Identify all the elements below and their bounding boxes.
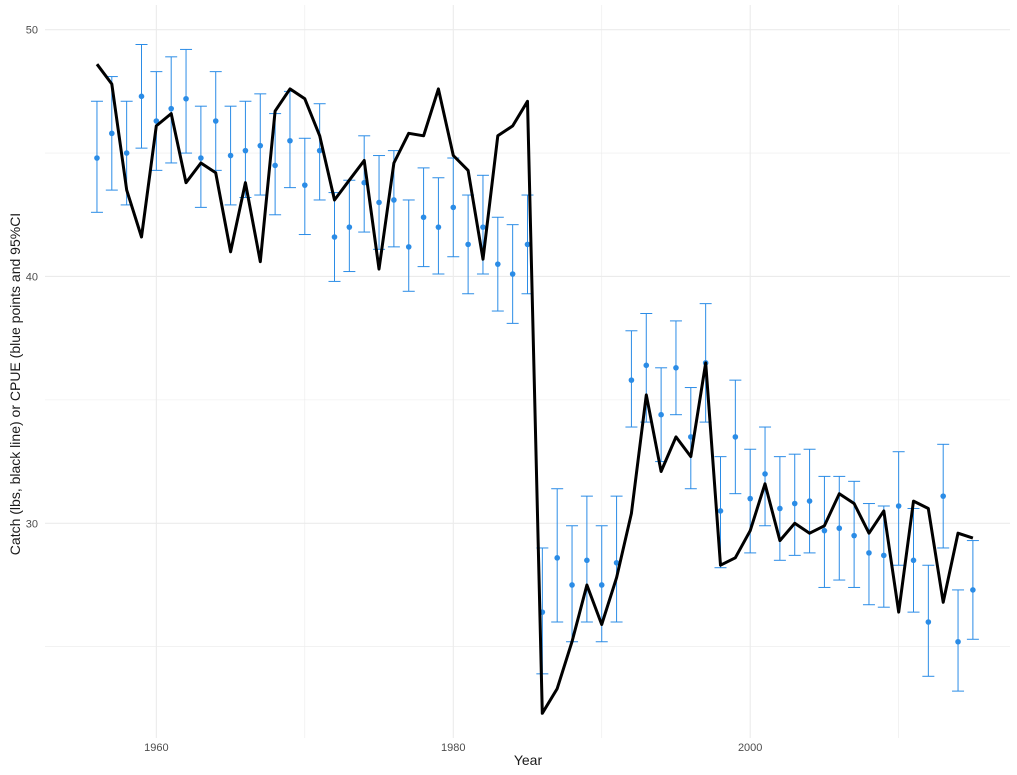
cpue-point bbox=[109, 130, 115, 137]
cpue-points bbox=[94, 93, 976, 645]
cpue-point bbox=[495, 261, 501, 267]
cpue-point bbox=[628, 377, 635, 383]
cpue-point bbox=[509, 271, 516, 277]
cpue-point bbox=[643, 362, 650, 369]
major-grid bbox=[45, 5, 1010, 738]
cpue-point bbox=[435, 224, 442, 230]
cpue-point bbox=[227, 152, 234, 159]
cpue-point bbox=[465, 241, 471, 248]
cpue-point bbox=[480, 224, 486, 230]
cpue-point bbox=[212, 118, 219, 124]
cpue-point bbox=[316, 147, 323, 154]
cpue-point bbox=[302, 182, 308, 188]
cpue-point bbox=[198, 155, 204, 161]
cpue-point bbox=[910, 557, 917, 564]
cpue-point bbox=[732, 434, 739, 440]
x-tick-label: 1960 bbox=[144, 742, 168, 754]
cpue-point bbox=[895, 503, 902, 509]
cpue-point bbox=[346, 224, 353, 230]
cpue-point bbox=[777, 505, 783, 512]
cpue-point bbox=[94, 155, 100, 161]
cpue-point bbox=[168, 105, 174, 112]
cpue-point bbox=[450, 204, 457, 211]
y-axis-title: Catch (lbs, black line) or CPUE (blue po… bbox=[7, 213, 23, 555]
y-tick-label: 40 bbox=[26, 271, 38, 283]
cpue-point bbox=[955, 638, 961, 645]
cpue-point bbox=[836, 525, 843, 532]
y-tick-label: 50 bbox=[26, 25, 38, 37]
cpue-point bbox=[183, 95, 189, 102]
catch-line bbox=[95, 63, 974, 715]
cpue-point bbox=[866, 550, 872, 556]
cpue-point bbox=[598, 582, 605, 588]
cpue-point bbox=[272, 162, 278, 169]
cpue-point bbox=[405, 244, 412, 250]
cpue-point bbox=[138, 93, 145, 100]
cpue-point bbox=[153, 118, 160, 124]
cpue-point bbox=[584, 557, 590, 564]
cpue-point bbox=[717, 508, 724, 514]
cpue-point bbox=[331, 234, 338, 240]
x-axis-title: Year bbox=[514, 752, 543, 768]
cpue-point bbox=[806, 498, 813, 504]
cpue-point bbox=[524, 241, 531, 248]
cpue-point bbox=[762, 471, 768, 477]
x-axis-ticks: 1960 1980 2000 bbox=[144, 742, 762, 754]
cpue-point bbox=[821, 527, 828, 534]
cpue-point bbox=[569, 582, 575, 588]
cpue-point bbox=[613, 559, 620, 566]
cpue-point bbox=[940, 493, 946, 499]
cpue-point bbox=[747, 495, 753, 502]
cpue-point bbox=[925, 619, 932, 625]
cpue-point bbox=[554, 555, 560, 561]
cpue-point bbox=[242, 147, 249, 154]
x-tick-label: 1980 bbox=[441, 742, 465, 754]
cpue-point bbox=[851, 532, 857, 539]
cpue-point bbox=[970, 587, 976, 593]
cpue-point bbox=[420, 214, 427, 221]
y-tick-label: 30 bbox=[26, 518, 38, 530]
cpue-point bbox=[881, 552, 887, 559]
cpue-point bbox=[791, 500, 798, 507]
cpue-point bbox=[287, 137, 293, 144]
y-axis-ticks: 30 40 50 bbox=[26, 25, 38, 531]
cpue-point bbox=[658, 411, 664, 418]
x-tick-label: 2000 bbox=[738, 742, 762, 754]
cpue-point bbox=[673, 364, 679, 371]
cpue-point bbox=[257, 142, 264, 149]
errorbar bbox=[610, 495, 623, 623]
cpue-point bbox=[391, 197, 397, 203]
cpue-point bbox=[123, 150, 130, 156]
cpue-point bbox=[376, 199, 382, 206]
